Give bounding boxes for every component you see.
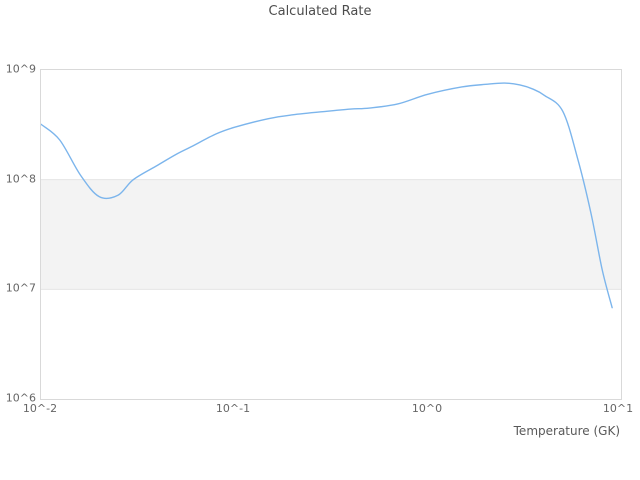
plot-area [40,69,622,400]
x-axis-title: Temperature (GK) [513,424,620,438]
y-tick-label-1e9: 10^9 [5,62,36,76]
x-tick-label-1e1: 10^1 [602,402,634,415]
x-tick-label-1e-2: 10^-2 [22,402,58,415]
x-tick-label-1e-1: 10^-1 [215,402,251,415]
y-tick-label-1e7: 10^7 [5,281,36,295]
chart-title: Calculated Rate [268,4,372,19]
y-tick-label-1e6: 10^6 [5,391,36,405]
rate-curve [41,82,613,309]
plot-band [41,179,621,290]
x-tick-label-1e0: 10^0 [411,402,443,415]
plot-svg [41,82,621,309]
y-tick-label-1e8: 10^8 [5,172,36,186]
